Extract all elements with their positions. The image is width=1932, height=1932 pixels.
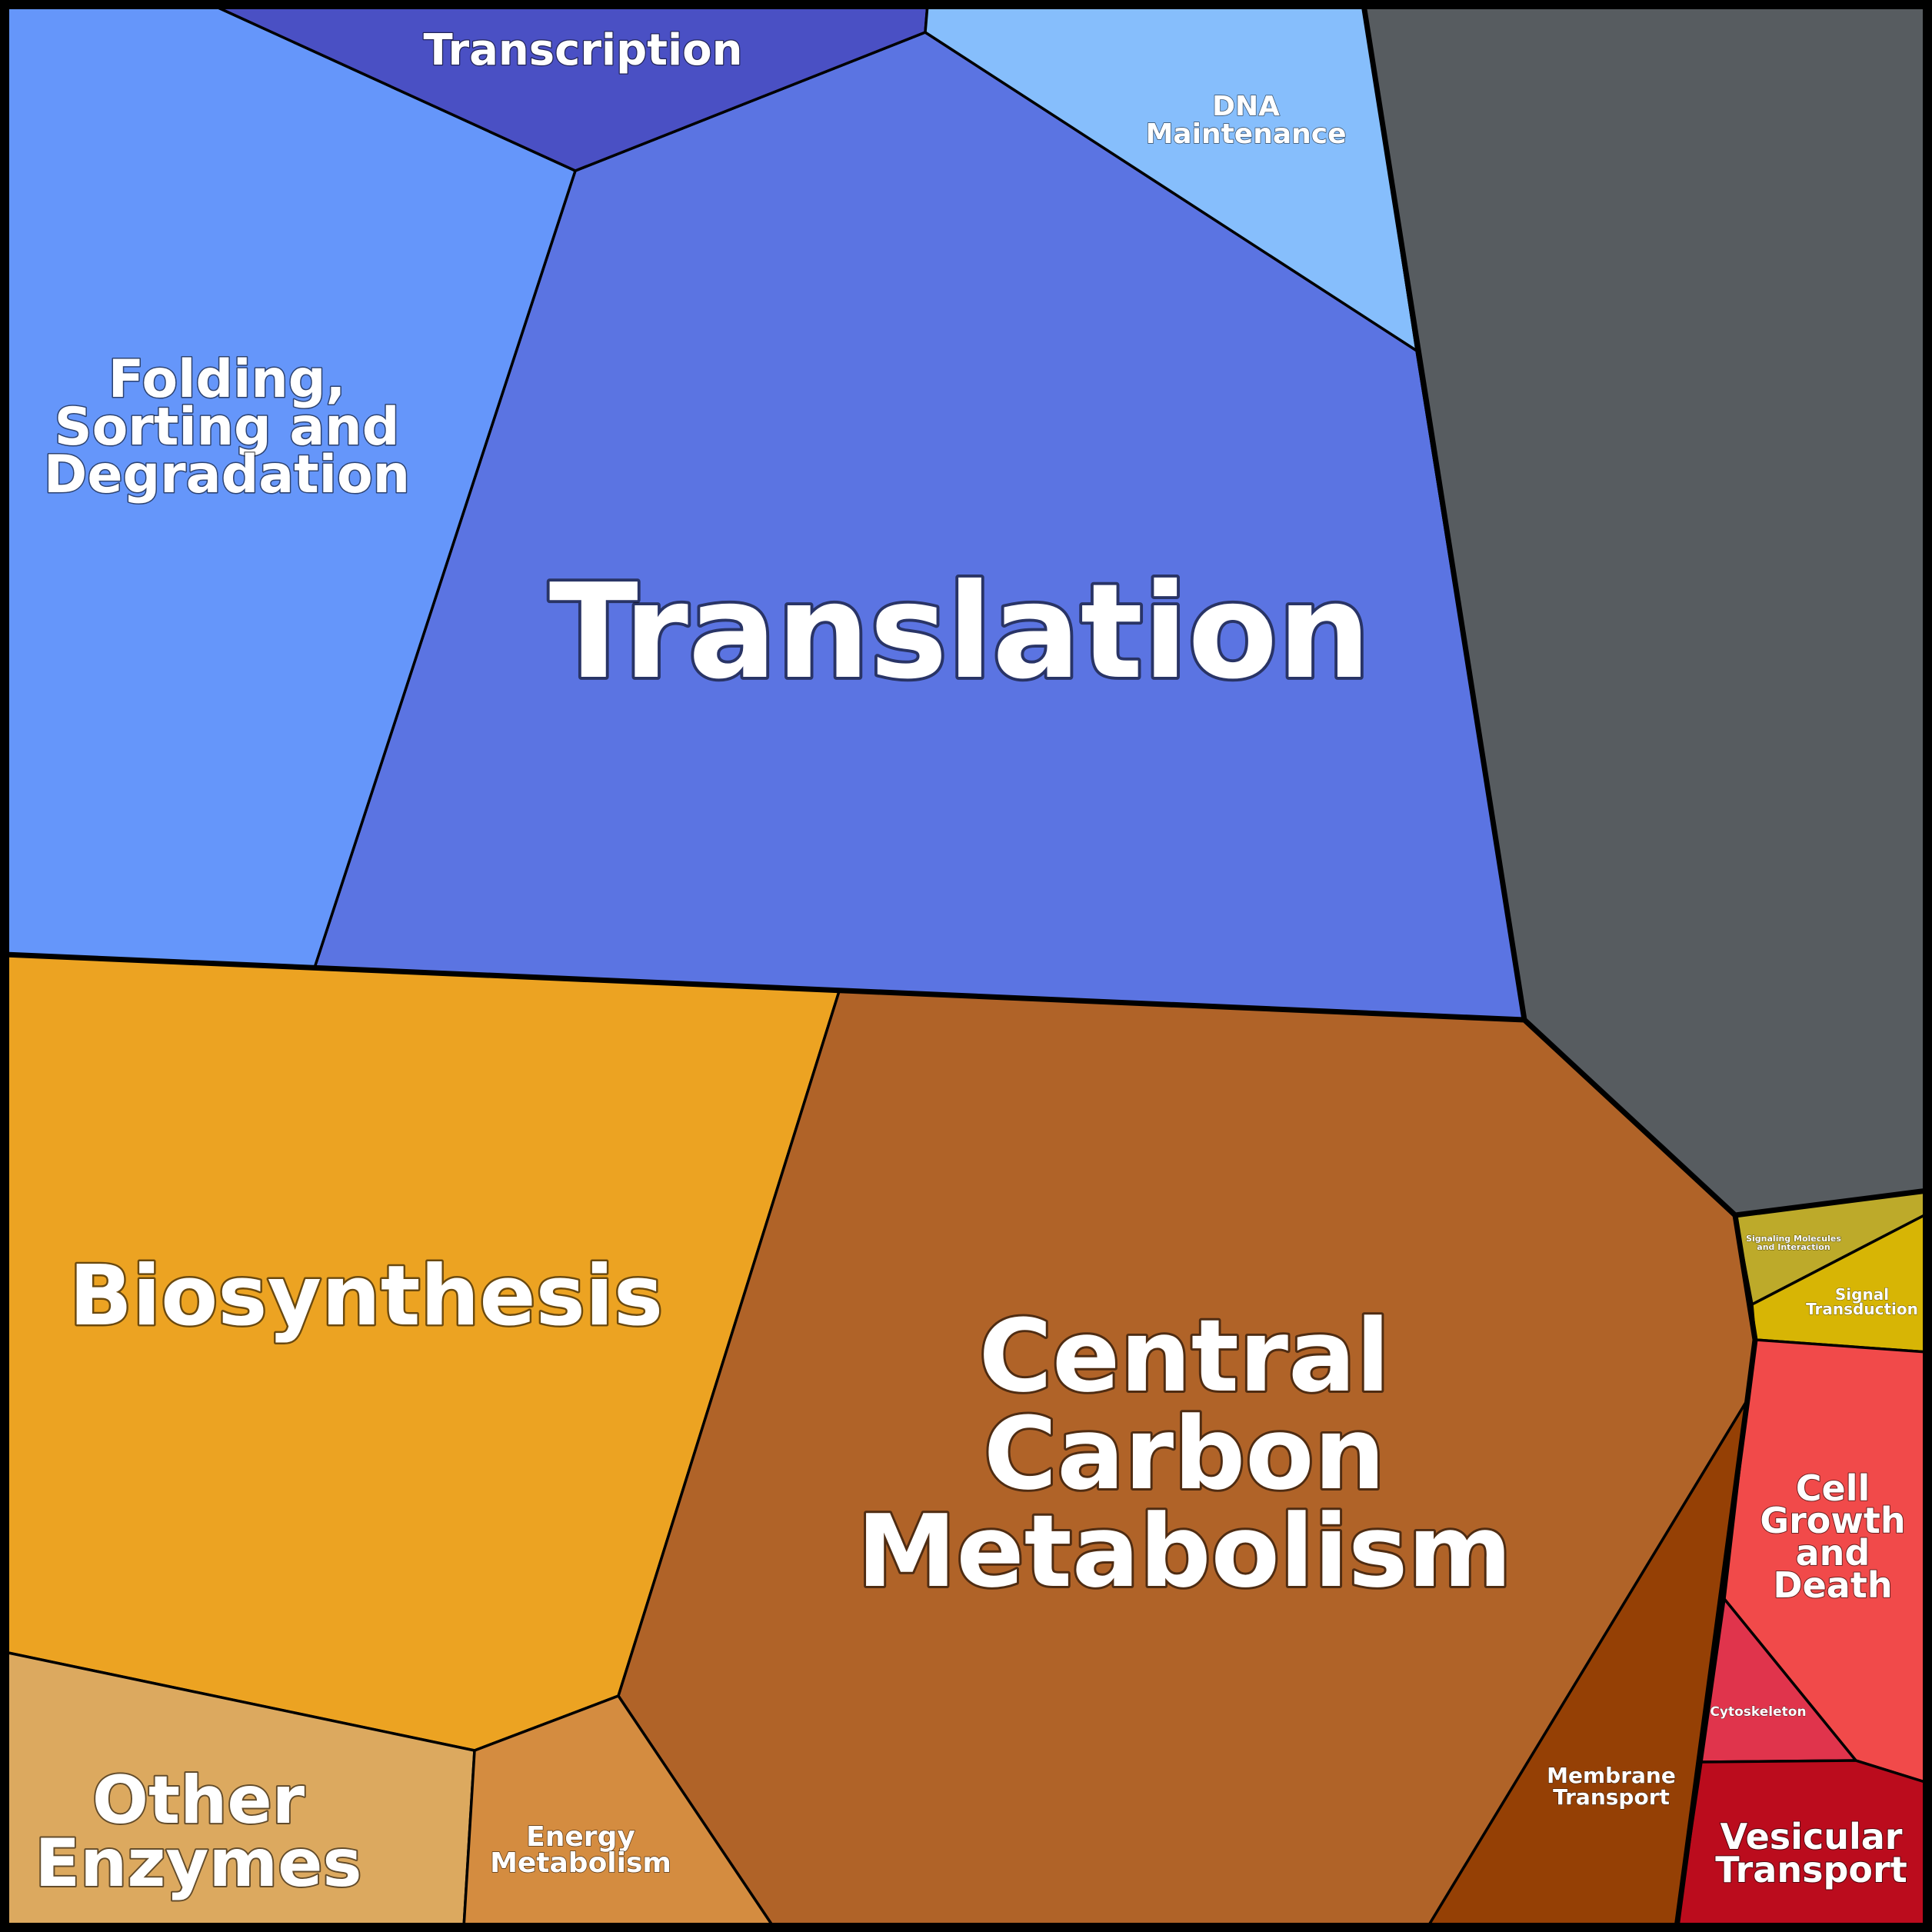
label-line: Metabolism xyxy=(490,1847,671,1879)
label-line: Carbon xyxy=(984,1395,1385,1512)
label-line: and xyxy=(1796,1532,1870,1574)
label-line: Transduction xyxy=(1806,1300,1918,1318)
label-line: Death xyxy=(1773,1564,1892,1606)
label-line: Folding, xyxy=(108,349,346,410)
label-line: Sorting and xyxy=(55,397,400,458)
cell-label-biosynthesis: Biosynthesis xyxy=(67,1247,665,1347)
labels-layer: Translation Folding,Sorting andDegradatio… xyxy=(33,25,1919,1904)
label-line: DNA xyxy=(1212,91,1280,122)
label-line: Transcription xyxy=(423,25,742,75)
label-line: Cell xyxy=(1796,1467,1870,1509)
label-line: Vesicular xyxy=(1720,1816,1903,1857)
label-line: Other xyxy=(92,1762,305,1839)
label-line: Membrane xyxy=(1547,1763,1676,1788)
label-line: Signal xyxy=(1835,1285,1889,1304)
label-line: Biosynthesis xyxy=(69,1248,663,1344)
label-line: Central xyxy=(979,1297,1391,1414)
label-line: Degradation xyxy=(44,445,410,505)
group-borders-layer xyxy=(4,4,1928,1928)
group-border xyxy=(1674,1214,1758,1928)
cell-label-translation: Translation xyxy=(546,553,1374,711)
label-line: Energy xyxy=(526,1821,635,1853)
label-line: Translation xyxy=(549,556,1371,708)
group-border xyxy=(4,951,1928,1218)
label-line: Cytoskeleton xyxy=(1710,1704,1806,1720)
group-border xyxy=(1361,4,1527,1021)
label-line: Transport xyxy=(1715,1849,1907,1890)
label-line: Maintenance xyxy=(1145,118,1346,150)
label-line: Transport xyxy=(1553,1784,1670,1810)
label-line: and Interaction xyxy=(1757,1242,1830,1252)
label-line: Signaling Molecules xyxy=(1746,1234,1841,1244)
label-line: Growth xyxy=(1760,1500,1905,1541)
label-line: Enzymes xyxy=(35,1825,361,1902)
cell-label-transcription: Transcription xyxy=(422,25,744,77)
label-line: Metabolism xyxy=(857,1493,1512,1610)
cells-layer xyxy=(3,3,1929,1929)
cell-label-cytoskeleton: Cytoskeleton xyxy=(1710,1704,1807,1720)
